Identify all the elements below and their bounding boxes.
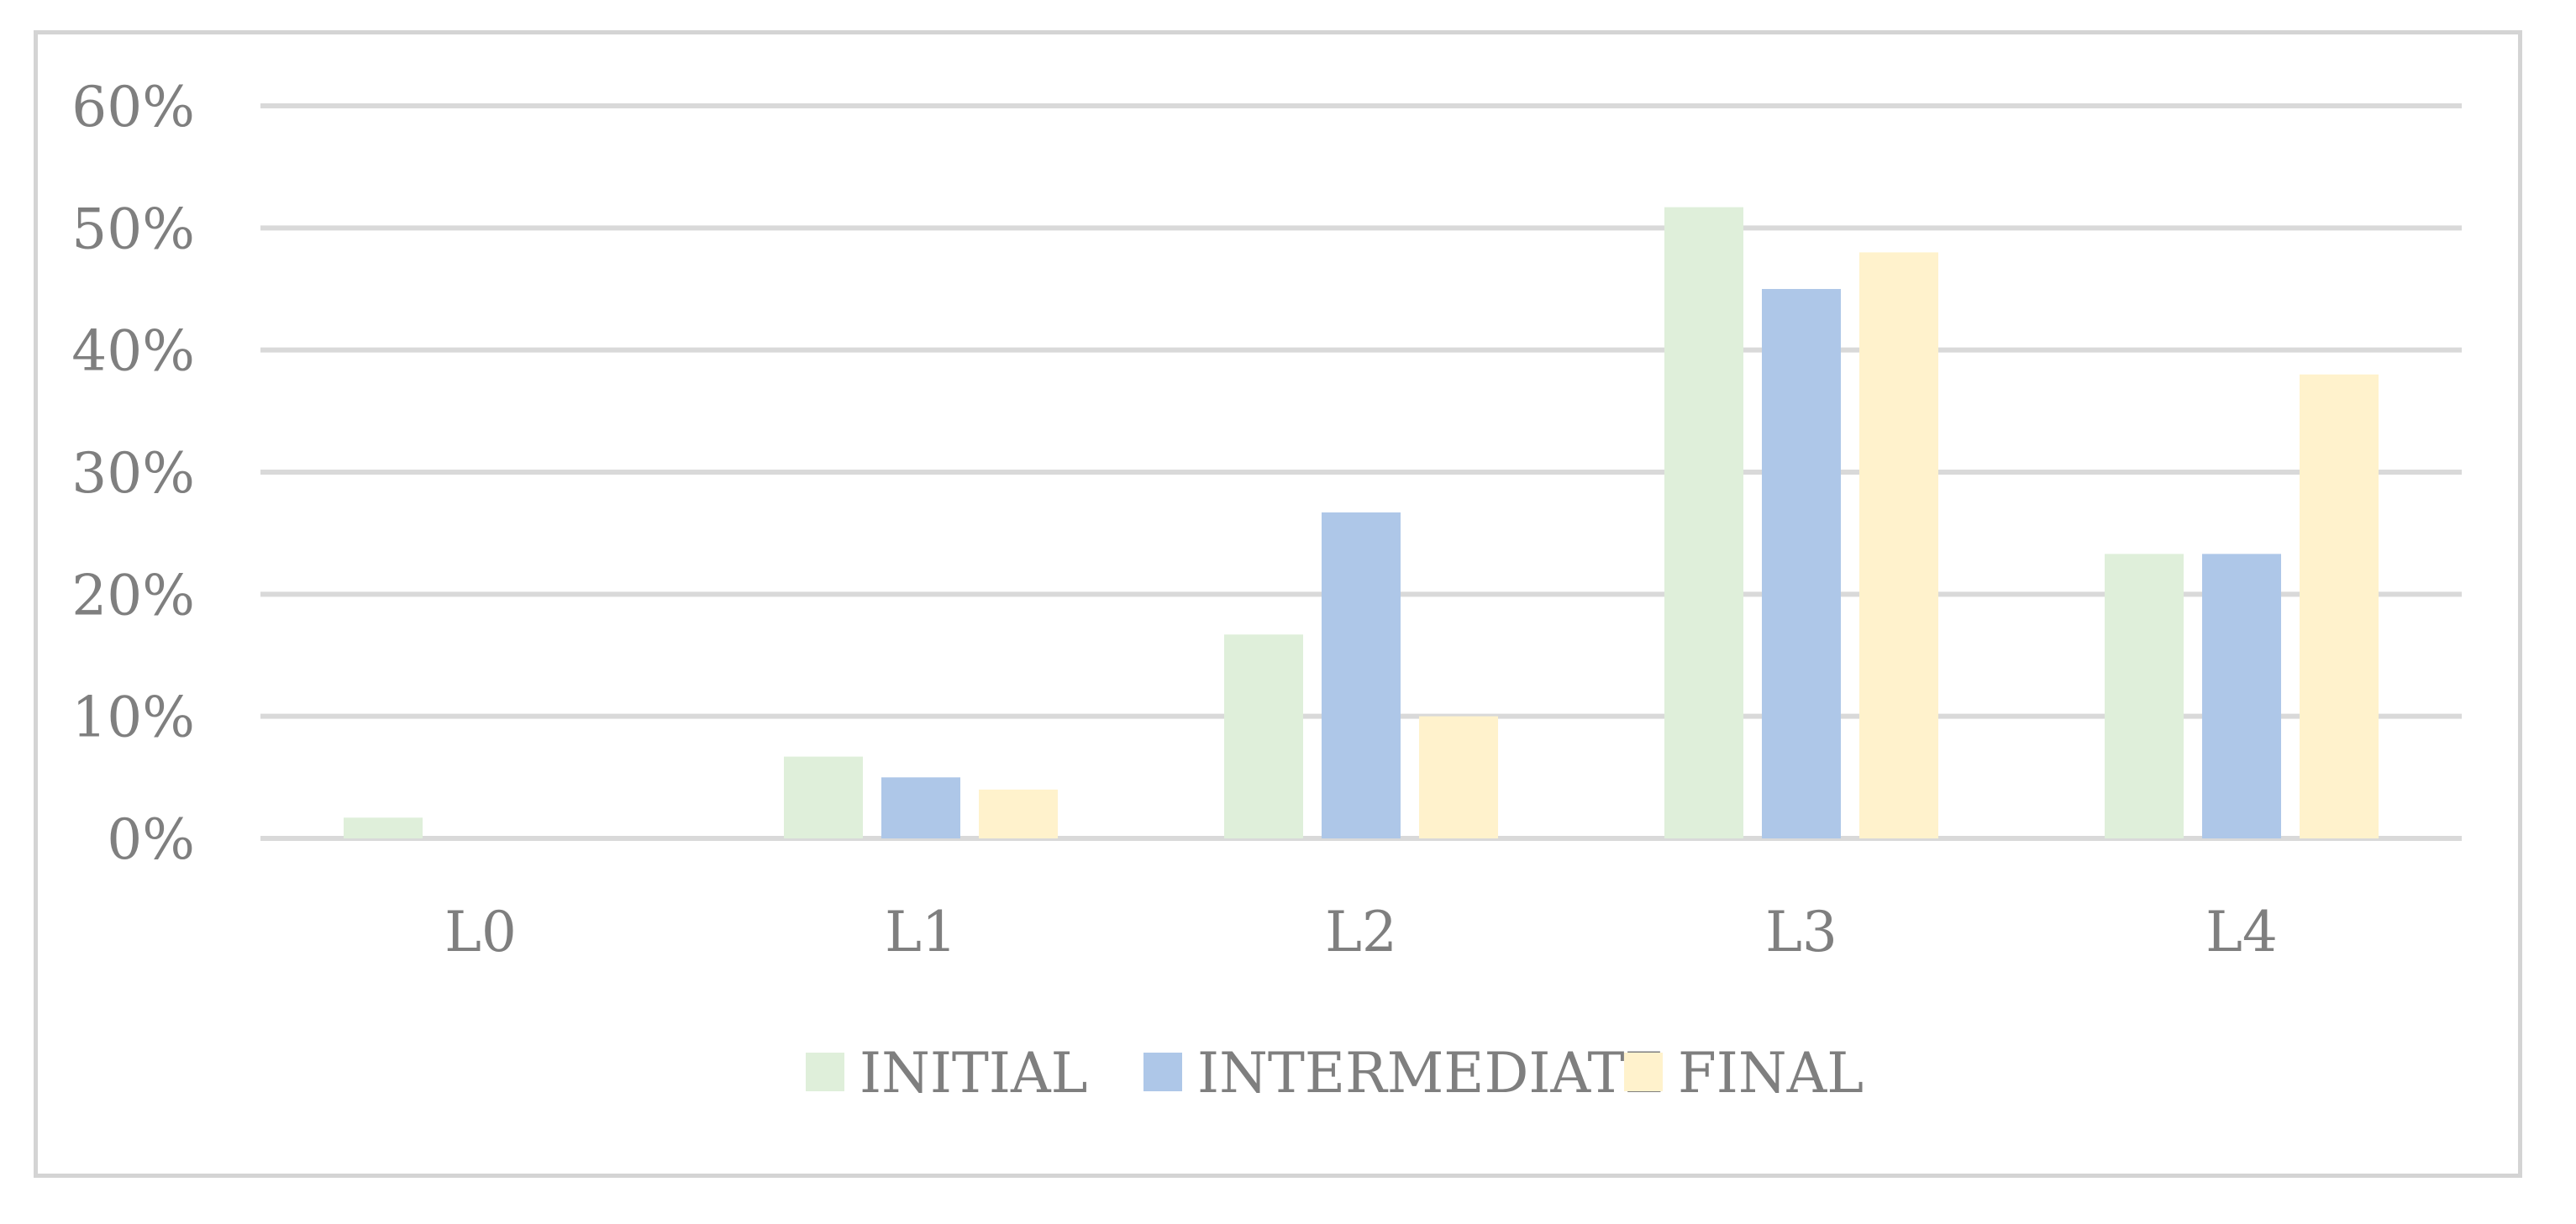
x-axis-labels: L0 L1 L2 L3 L4 [444,900,2278,964]
y-tick-label: 0% [107,807,195,872]
x-tick-label: L4 [2205,900,2278,964]
legend-swatch-intermediate [1143,1053,1182,1091]
y-axis-ticks: 0% 10% 20% 30% 40% 50% 60% [71,75,195,872]
legend-swatch-initial [806,1053,844,1091]
legend-label-initial: INITIAL [860,1041,1087,1106]
x-tick-label: L1 [885,900,957,964]
bar-initial-l4 [2105,554,2184,838]
bar-intermediate-l3 [1762,289,1841,838]
bar-initial-l0 [344,817,423,838]
bar-initial-l1 [784,756,863,838]
y-tick-label: 40% [71,319,195,384]
x-tick-label: L0 [444,900,517,964]
bars [344,207,2379,839]
bar-intermediate-l4 [2202,554,2281,838]
bar-final-l3 [1859,252,1938,838]
legend-swatch-final [1624,1053,1663,1091]
legend-label-intermediate: INTERMEDIATE [1197,1041,1665,1106]
y-tick-label: 60% [71,75,195,139]
x-tick-label: L3 [1765,900,1837,964]
y-tick-label: 20% [71,563,195,628]
bar-final-l4 [2300,374,2379,838]
bar-final-l2 [1419,716,1498,838]
bar-initial-l2 [1224,634,1303,838]
bar-intermediate-l2 [1322,512,1401,838]
bar-intermediate-l1 [881,777,960,838]
grid-layer [260,103,2462,841]
x-tick-label: L2 [1325,900,1397,964]
bar-final-l1 [979,789,1058,838]
y-tick-label: 30% [71,441,195,506]
legend-label-final: FINAL [1678,1041,1864,1106]
bar-initial-l3 [1664,207,1743,839]
y-tick-label: 10% [71,686,195,750]
y-tick-label: 50% [71,197,195,261]
legend: INITIAL INTERMEDIATE FINAL [806,1041,1864,1106]
